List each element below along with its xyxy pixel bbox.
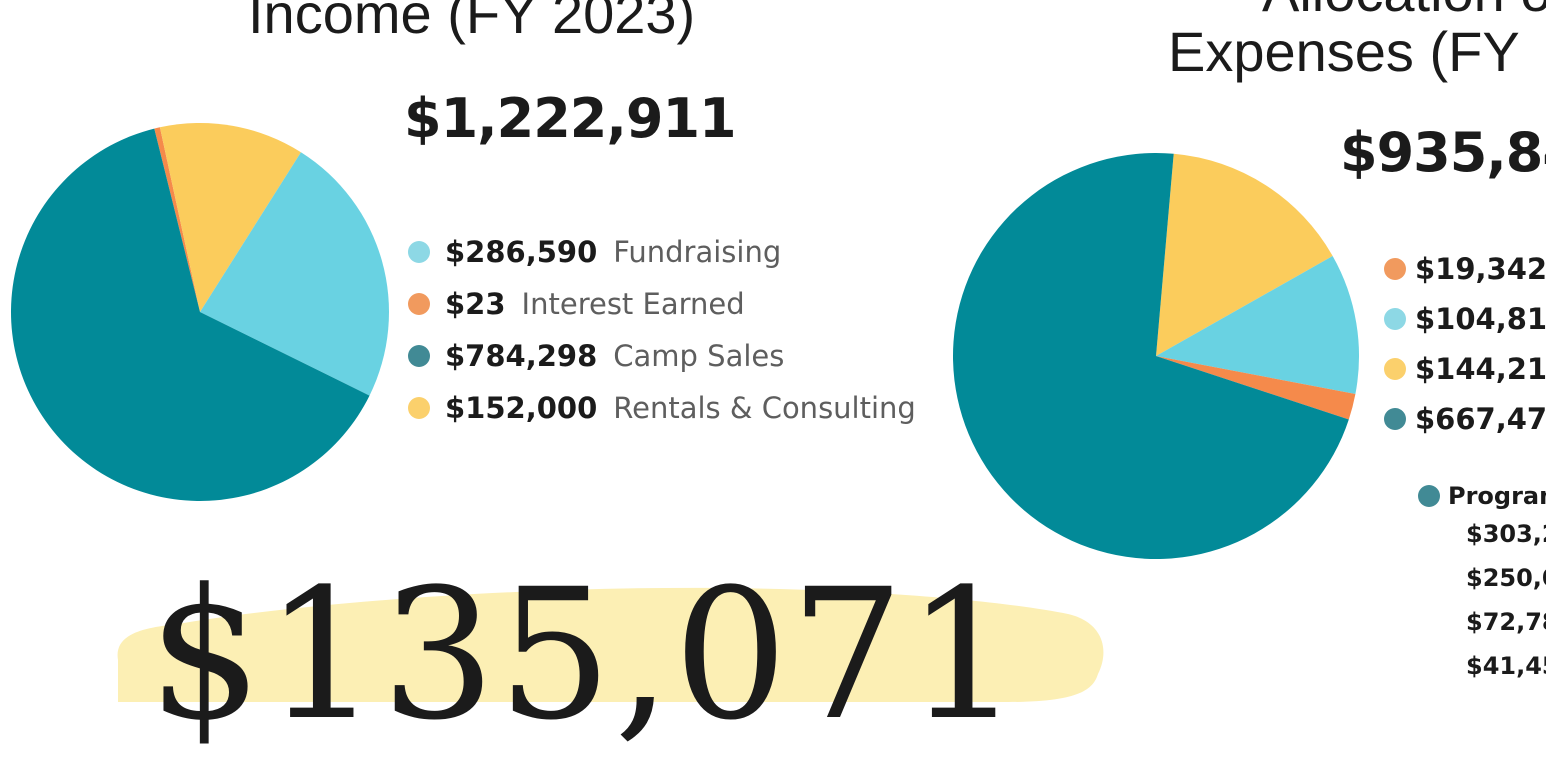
pie-slice-interest-earned xyxy=(154,127,200,312)
legend-dot xyxy=(408,293,430,315)
legend-amount: $152,000 xyxy=(445,391,598,425)
legend-item-expense-2: $104,815 xyxy=(1384,294,1546,344)
legend-dot xyxy=(1384,258,1406,280)
legend-amount: $286,590 xyxy=(445,235,598,269)
pie-slice-rentals-consulting xyxy=(159,123,301,312)
expenses-pie-chart xyxy=(953,152,1359,559)
legend-item-expense-3: $144,212 xyxy=(1384,344,1546,394)
legend-dot xyxy=(1384,308,1406,330)
highlight-brush xyxy=(117,587,1104,702)
legend-item-rentals-consulting: $152,000 Rentals & Consulting xyxy=(408,382,916,434)
income-title: Income (FY 2023) xyxy=(248,0,696,45)
program-amount: $250,0 xyxy=(1466,564,1546,592)
net-amount: $135,071 xyxy=(148,551,1023,760)
income-legend: $286,590 Fundraising $23 Interest Earned… xyxy=(408,226,916,434)
legend-dot xyxy=(1384,358,1406,380)
legend-label: Rentals & Consulting xyxy=(613,391,916,425)
legend-label: Interest Earned xyxy=(521,287,745,321)
legend-amount: $19,342 xyxy=(1415,252,1546,286)
legend-item-expense-1: $19,342 xyxy=(1384,244,1546,294)
expenses-total: $935,84 xyxy=(1340,121,1546,184)
legend-item-camp-sales: $784,298 Camp Sales xyxy=(408,330,916,382)
legend-dot xyxy=(408,397,430,419)
program-label: Program xyxy=(1448,482,1546,510)
legend-amount: $23 xyxy=(445,287,506,321)
legend-amount: $104,815 xyxy=(1415,302,1546,336)
pie-slice-camp-sales xyxy=(10,128,370,501)
legend-label: Camp Sales xyxy=(613,339,785,373)
legend-dot xyxy=(408,345,430,367)
legend-amount: $144,212 xyxy=(1415,352,1546,386)
income-total: $1,222,911 xyxy=(404,87,737,150)
legend-dot xyxy=(408,241,430,263)
legend-dot xyxy=(1418,485,1440,507)
legend-item-expense-4: $667,471 xyxy=(1384,394,1546,444)
expenses-legend: $19,342 $104,815 $144,212 $667,471 xyxy=(1384,244,1546,444)
program-breakdown-list: $303,2 $250,0 $72,78 $41,45 xyxy=(1466,512,1546,688)
legend-amount: $667,471 xyxy=(1415,402,1546,436)
expenses-title-line-2: Expenses (FY xyxy=(1168,20,1520,83)
program-amount: $72,78 xyxy=(1466,608,1546,636)
legend-item-interest-earned: $23 Interest Earned xyxy=(408,278,916,330)
program-breakdown-heading: Program xyxy=(1418,482,1546,510)
income-pie-chart xyxy=(10,123,389,501)
pie-slice-fundraising xyxy=(200,152,389,396)
program-amount: $303,2 xyxy=(1466,520,1546,548)
pie-slice-expense-2 xyxy=(1156,255,1359,395)
legend-label: Fundraising xyxy=(613,235,782,269)
legend-amount: $784,298 xyxy=(445,339,598,373)
net-highlight-stroke xyxy=(117,587,1104,702)
pie-slice-expense-4 xyxy=(953,152,1349,559)
legend-item-fundraising: $286,590 Fundraising xyxy=(408,226,916,278)
pie-slice-expense-3 xyxy=(1156,153,1333,356)
expenses-title-line-1: Allocation of xyxy=(1262,0,1546,20)
pie-slice-expense-1 xyxy=(1156,356,1356,420)
program-amount: $41,45 xyxy=(1466,652,1546,680)
legend-dot xyxy=(1384,408,1406,430)
